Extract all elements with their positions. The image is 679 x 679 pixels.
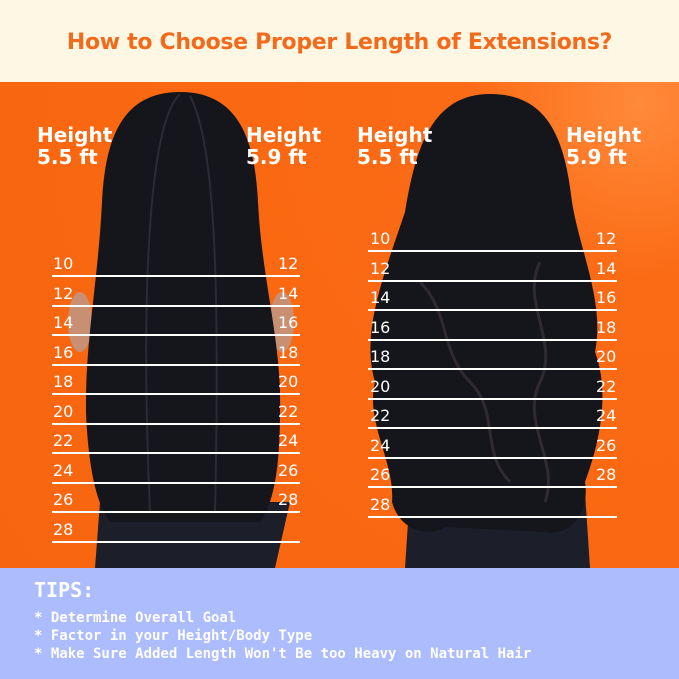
length-line [368,427,617,429]
length-label-left: 12 [370,258,391,278]
length-line [368,397,617,400]
length-label-right: 26 [278,460,299,480]
length-label-left: 28 [370,494,391,514]
length-label-left: 22 [53,431,74,450]
length-label-right: 20 [278,372,299,391]
length-label-left: 10 [53,254,74,273]
length-label-left: 12 [53,283,74,303]
length-label-right: 12 [278,254,299,273]
straight-hair-model [68,92,294,568]
tips-title: TIPS: [34,578,95,602]
height-label-right: Height 5.9 ft [246,124,321,168]
length-line [52,481,300,484]
length-label-left: 26 [53,490,74,509]
length-line [368,309,617,311]
length-label-left: 18 [53,372,74,391]
header-banner: How to Choose Proper Length of Extension… [0,0,679,82]
length-line [52,540,300,543]
tip-item: * Determine Overall Goal [34,610,237,626]
length-label-right: 28 [596,465,617,484]
length-label-right: 18 [596,317,617,337]
length-label-right: 14 [596,258,617,278]
length-chart-panel: Height 5.5 ft Height 5.9 ft 10 12 14 16 18 20 22 24… [0,82,679,568]
length-line [368,338,617,341]
tips-section: TIPS: * Determine Overall Goal * Factor … [0,568,679,679]
length-label-left: 10 [370,229,391,248]
length-label-left: 20 [53,401,74,421]
length-label-right: 22 [596,376,617,396]
length-line [368,279,617,282]
length-line [368,456,617,459]
length-label-right: 24 [596,406,617,425]
height-label-left: Height 5.5 ft [37,124,112,168]
length-label-right: 24 [278,431,299,450]
length-label-left: 26 [370,465,391,484]
length-label-left: 18 [370,347,391,366]
tip-item: * Make Sure Added Length Won't Be too He… [34,646,532,662]
hair-illustration [68,92,603,568]
length-label-right: 12 [596,229,617,248]
length-line [52,422,300,425]
height-value: 5.5 ft [357,145,418,169]
height-label-right: Height 5.9 ft [566,124,641,168]
length-line [52,363,300,366]
wavy-hair-model [370,94,603,568]
length-line [368,486,617,488]
length-line [368,515,617,518]
length-label-left: 28 [53,519,74,539]
length-label-right: 14 [278,283,299,303]
length-label-right: 16 [596,288,617,307]
height-word: Height [357,123,433,147]
length-label-left: 16 [370,317,391,337]
length-line [52,334,300,336]
length-line [52,304,300,307]
length-line [52,452,300,454]
length-line [52,275,300,277]
length-label-left: 16 [53,342,74,362]
tip-item: * Factor in your Height/Body Type [34,628,313,644]
height-value: 5.9 ft [566,145,627,169]
length-label-right: 20 [596,347,617,366]
length-label-left: 24 [53,460,74,480]
height-word: Height [566,123,642,147]
height-word: Height [37,123,113,147]
height-value: 5.5 ft [37,145,98,169]
length-label-right: 22 [278,401,299,421]
length-line [368,250,617,252]
length-label-left: 22 [370,406,391,425]
length-label-right: 16 [278,313,299,332]
length-line [52,393,300,395]
height-label-left: Height 5.5 ft [357,124,432,168]
length-label-right: 28 [278,490,299,509]
height-word: Height [246,123,322,147]
length-label-left: 24 [370,435,391,455]
length-label-left: 20 [370,376,391,396]
length-line [368,368,617,370]
length-line [52,511,300,513]
length-label-left: 14 [370,288,391,307]
page-title: How to Choose Proper Length of Extension… [66,30,613,55]
length-label-right: 18 [278,342,299,362]
length-label-right: 26 [596,435,617,455]
height-value: 5.9 ft [246,145,307,169]
length-label-left: 14 [53,313,74,332]
